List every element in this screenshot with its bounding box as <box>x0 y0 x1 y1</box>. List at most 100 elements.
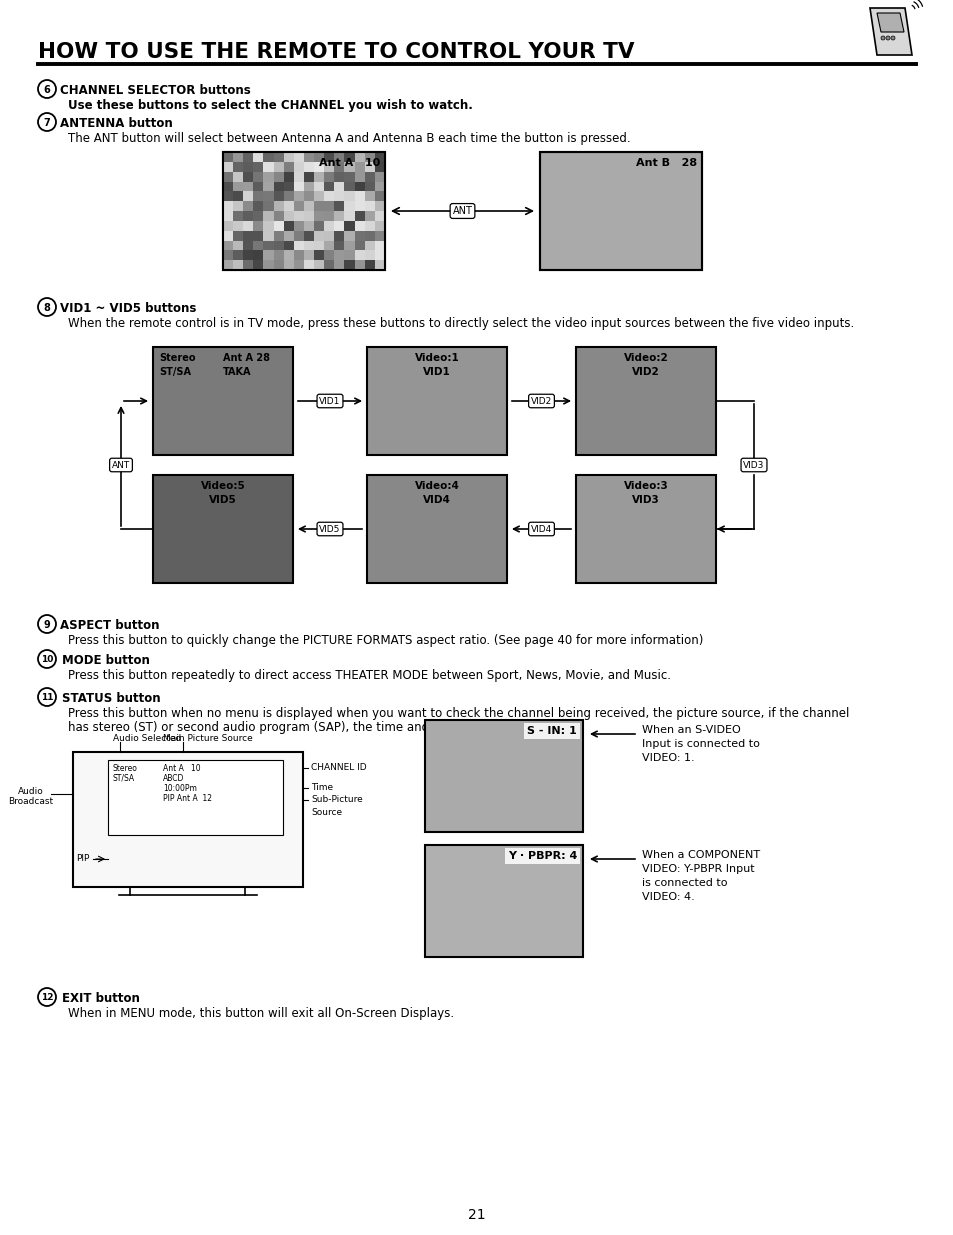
FancyBboxPatch shape <box>294 152 304 162</box>
Text: 6: 6 <box>44 84 51 95</box>
Text: CHANNEL ID: CHANNEL ID <box>311 763 366 772</box>
FancyBboxPatch shape <box>223 241 233 251</box>
FancyBboxPatch shape <box>334 201 344 211</box>
Text: ANT: ANT <box>452 206 472 216</box>
FancyBboxPatch shape <box>283 201 294 211</box>
FancyBboxPatch shape <box>274 231 283 241</box>
FancyBboxPatch shape <box>304 211 314 221</box>
FancyBboxPatch shape <box>223 172 233 182</box>
FancyBboxPatch shape <box>355 152 364 162</box>
FancyBboxPatch shape <box>253 251 263 261</box>
FancyBboxPatch shape <box>364 241 375 251</box>
FancyBboxPatch shape <box>283 231 294 241</box>
FancyBboxPatch shape <box>263 241 274 251</box>
FancyBboxPatch shape <box>355 261 364 270</box>
FancyBboxPatch shape <box>283 261 294 270</box>
FancyBboxPatch shape <box>539 152 701 270</box>
FancyBboxPatch shape <box>364 152 375 162</box>
FancyBboxPatch shape <box>314 251 324 261</box>
FancyBboxPatch shape <box>364 162 375 172</box>
FancyBboxPatch shape <box>324 211 334 221</box>
Text: When a COMPONENT: When a COMPONENT <box>641 850 760 860</box>
FancyBboxPatch shape <box>364 261 375 270</box>
FancyBboxPatch shape <box>263 231 274 241</box>
FancyBboxPatch shape <box>243 172 253 182</box>
FancyBboxPatch shape <box>314 172 324 182</box>
Text: VID2: VID2 <box>632 367 659 377</box>
FancyBboxPatch shape <box>263 251 274 261</box>
FancyBboxPatch shape <box>294 201 304 211</box>
FancyBboxPatch shape <box>304 201 314 211</box>
Text: Audio
Broadcast: Audio Broadcast <box>9 787 53 806</box>
FancyBboxPatch shape <box>253 241 263 251</box>
FancyBboxPatch shape <box>314 182 324 191</box>
FancyBboxPatch shape <box>375 231 385 241</box>
FancyBboxPatch shape <box>375 182 385 191</box>
FancyBboxPatch shape <box>355 172 364 182</box>
Text: VID5: VID5 <box>319 525 340 534</box>
FancyBboxPatch shape <box>304 231 314 241</box>
FancyBboxPatch shape <box>294 211 304 221</box>
FancyBboxPatch shape <box>243 231 253 241</box>
FancyBboxPatch shape <box>314 211 324 221</box>
FancyBboxPatch shape <box>253 221 263 231</box>
FancyBboxPatch shape <box>253 261 263 270</box>
Text: VID1: VID1 <box>319 396 340 405</box>
FancyBboxPatch shape <box>253 152 263 162</box>
FancyBboxPatch shape <box>364 211 375 221</box>
FancyBboxPatch shape <box>314 201 324 211</box>
FancyBboxPatch shape <box>334 211 344 221</box>
FancyBboxPatch shape <box>364 221 375 231</box>
Text: ST/SA: ST/SA <box>112 774 135 783</box>
FancyBboxPatch shape <box>334 191 344 201</box>
FancyBboxPatch shape <box>324 152 334 162</box>
FancyBboxPatch shape <box>324 261 334 270</box>
FancyBboxPatch shape <box>283 152 294 162</box>
FancyBboxPatch shape <box>334 182 344 191</box>
FancyBboxPatch shape <box>304 261 314 270</box>
FancyBboxPatch shape <box>233 162 243 172</box>
FancyBboxPatch shape <box>223 191 233 201</box>
FancyBboxPatch shape <box>294 261 304 270</box>
Text: Main Picture Source: Main Picture Source <box>163 734 253 743</box>
Text: ANT: ANT <box>112 461 130 469</box>
FancyBboxPatch shape <box>253 182 263 191</box>
Text: is connected to: is connected to <box>641 878 727 888</box>
FancyBboxPatch shape <box>334 152 344 162</box>
FancyBboxPatch shape <box>263 211 274 221</box>
FancyBboxPatch shape <box>233 182 243 191</box>
FancyBboxPatch shape <box>334 241 344 251</box>
Text: Ant A   10: Ant A 10 <box>163 764 200 773</box>
FancyBboxPatch shape <box>233 191 243 201</box>
Text: PIP: PIP <box>76 853 90 863</box>
FancyBboxPatch shape <box>304 251 314 261</box>
FancyBboxPatch shape <box>294 221 304 231</box>
Text: Source: Source <box>311 808 342 818</box>
FancyBboxPatch shape <box>283 182 294 191</box>
Text: The ANT button will select between Antenna A and Antenna B each time the button : The ANT button will select between Anten… <box>68 132 630 144</box>
FancyBboxPatch shape <box>324 162 334 172</box>
FancyBboxPatch shape <box>263 191 274 201</box>
FancyBboxPatch shape <box>283 251 294 261</box>
FancyBboxPatch shape <box>253 201 263 211</box>
FancyBboxPatch shape <box>243 261 253 270</box>
Text: VID4: VID4 <box>530 525 552 534</box>
FancyBboxPatch shape <box>233 251 243 261</box>
FancyBboxPatch shape <box>152 475 293 583</box>
FancyBboxPatch shape <box>334 261 344 270</box>
FancyBboxPatch shape <box>324 241 334 251</box>
FancyBboxPatch shape <box>375 162 385 172</box>
FancyBboxPatch shape <box>223 152 233 162</box>
FancyBboxPatch shape <box>283 211 294 221</box>
FancyBboxPatch shape <box>223 162 233 172</box>
FancyBboxPatch shape <box>223 251 233 261</box>
Text: Video:4: Video:4 <box>415 480 459 492</box>
FancyBboxPatch shape <box>263 201 274 211</box>
FancyBboxPatch shape <box>314 191 324 201</box>
Text: EXIT button: EXIT button <box>62 992 140 1005</box>
Text: ST/SA: ST/SA <box>159 367 191 377</box>
Text: TAKA: TAKA <box>223 367 252 377</box>
Text: 21: 21 <box>468 1208 485 1221</box>
FancyBboxPatch shape <box>294 182 304 191</box>
FancyBboxPatch shape <box>334 251 344 261</box>
